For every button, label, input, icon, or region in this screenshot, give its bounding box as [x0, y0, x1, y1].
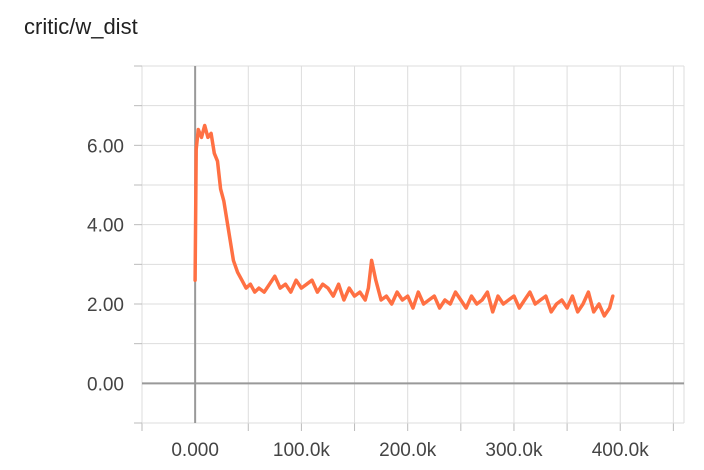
series-line — [193, 123, 615, 318]
y-tick-label: 6.00 — [87, 136, 124, 157]
y-tick-label: 2.00 — [87, 295, 124, 316]
x-tick-label: 0.000 — [171, 440, 219, 461]
y-tick-label: 0.00 — [87, 374, 124, 395]
x-tick-label: 200.0k — [379, 440, 437, 461]
axes — [142, 66, 684, 423]
tick-labels: 0.000 100.0k 200.0k 300.0k 400.0k 0.00 2.00 4.0… — [87, 136, 649, 461]
series-group — [193, 123, 615, 318]
x-tick-label: 100.0k — [273, 440, 331, 461]
chart-title: critic/w_dist — [24, 14, 138, 39]
grid-lines — [134, 65, 685, 431]
x-tick-label: 400.0k — [592, 440, 650, 461]
x-tick-label: 300.0k — [485, 440, 543, 461]
y-tick-label: 4.00 — [87, 216, 124, 237]
